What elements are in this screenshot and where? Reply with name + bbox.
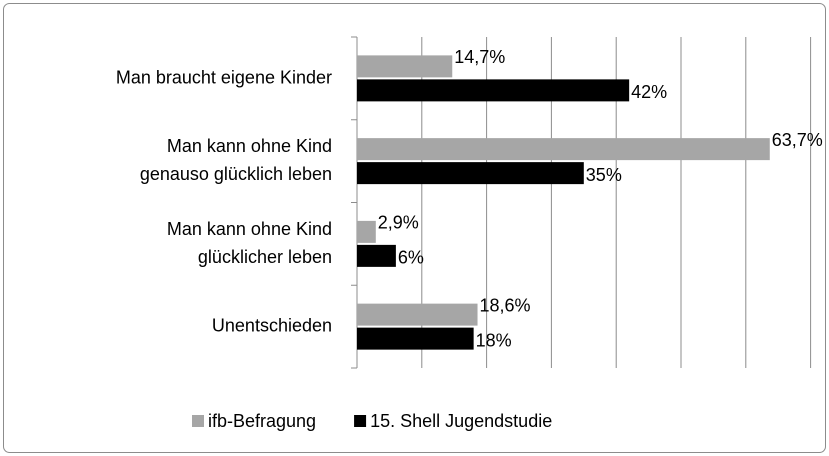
value-label: 42% bbox=[631, 82, 667, 102]
value-label: 18% bbox=[476, 330, 512, 350]
bar bbox=[357, 220, 376, 243]
value-label: 6% bbox=[398, 248, 424, 268]
y-tick-label: Man kann ohne Kind glücklicher leben bbox=[167, 219, 332, 267]
bar bbox=[357, 244, 396, 267]
value-label: 35% bbox=[586, 165, 622, 185]
y-tick-label: Man kann ohne Kind genauso glücklich lebe… bbox=[140, 136, 332, 184]
bar bbox=[357, 138, 770, 161]
value-label: 63,7% bbox=[772, 130, 823, 150]
value-label: 14,7% bbox=[454, 47, 505, 67]
bar bbox=[357, 303, 478, 326]
legend-label: ifb-Befragung bbox=[208, 411, 316, 431]
bar bbox=[357, 162, 584, 185]
chart-frame bbox=[3, 3, 826, 453]
value-label: 18,6% bbox=[480, 295, 531, 315]
bar bbox=[357, 327, 474, 350]
legend-label: 15. Shell Jugendstudie bbox=[370, 411, 552, 431]
legend-swatch bbox=[354, 415, 367, 427]
bar bbox=[357, 55, 453, 78]
y-tick-label: Man braucht eigene Kinder bbox=[116, 67, 332, 87]
y-tick-label: Unentschieden bbox=[212, 315, 332, 335]
legend-swatch bbox=[192, 415, 204, 427]
bar bbox=[357, 79, 630, 102]
value-label: 2,9% bbox=[378, 213, 419, 233]
